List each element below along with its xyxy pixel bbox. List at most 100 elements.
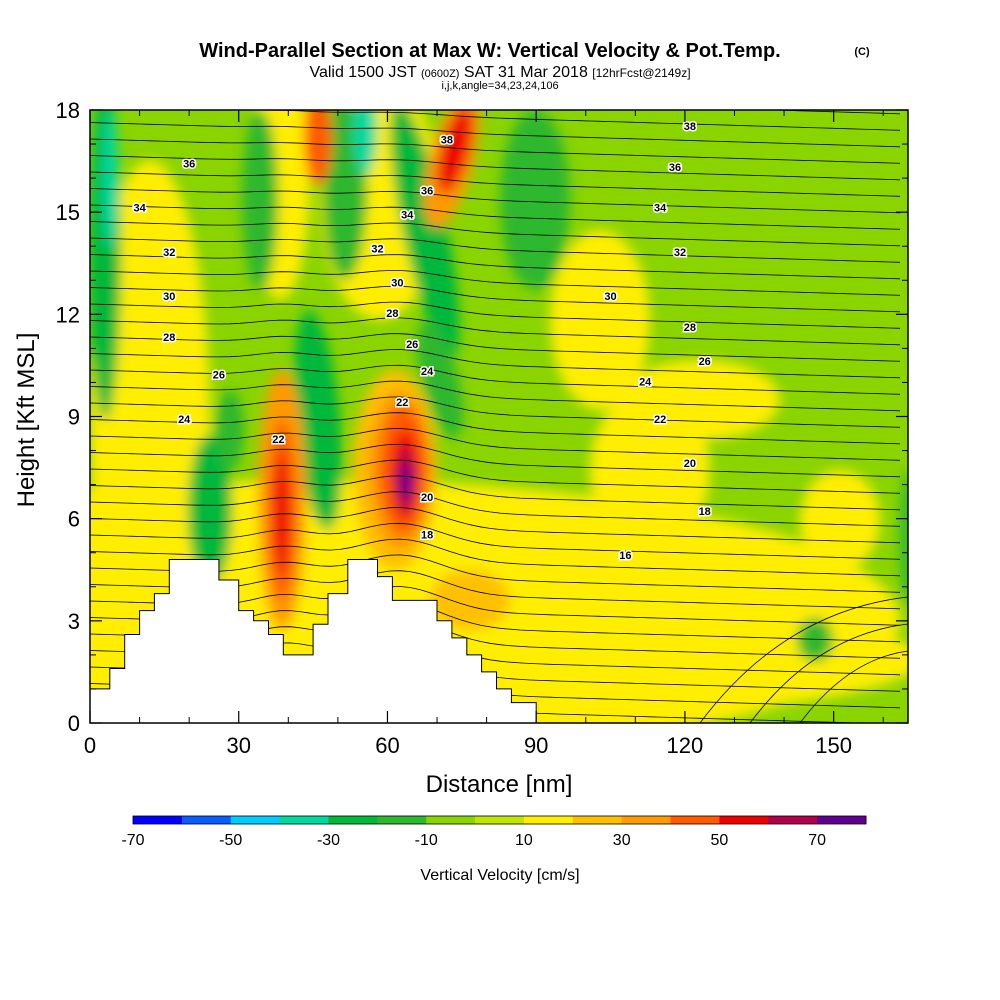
velocity-blob <box>660 560 720 700</box>
theta-contour <box>209 110 901 131</box>
theta-contour <box>90 138 901 164</box>
theta-contour <box>90 188 901 214</box>
theta-contour <box>90 459 901 494</box>
chart-indices: i,j,k,angle=34,23,24,106 <box>441 80 558 92</box>
theta-contour <box>90 155 901 181</box>
theta-label: 24 <box>421 366 434 378</box>
theta-contour <box>90 475 901 511</box>
x-axis-label: Distance [nm] <box>426 771 573 798</box>
theta-label: 24 <box>178 414 191 426</box>
theta-label: 20 <box>684 458 696 470</box>
theta-label: 24 <box>639 376 652 388</box>
theta-label: 18 <box>421 530 433 542</box>
colorbar-swatch <box>768 816 818 824</box>
velocity-blob <box>800 470 880 570</box>
terrain <box>89 559 537 724</box>
colorbar-swatch <box>670 816 720 824</box>
colorbar-frame <box>132 815 867 825</box>
colorbar-swatch <box>377 816 427 824</box>
colorbar-swatch <box>719 816 769 824</box>
colorbar-swatch <box>181 816 232 824</box>
colorbar-tick-label: -30 <box>317 832 340 849</box>
theta-contour <box>90 522 901 560</box>
theta-contour <box>90 254 901 280</box>
chart-title: Wind-Parallel Section at Max W: Vertical… <box>199 40 780 62</box>
theta-contour <box>90 221 901 247</box>
chart-subtitle: Valid 1500 JST (0600Z) SAT 31 Mar 2018 [… <box>309 64 690 81</box>
colorbar-swatch <box>328 816 378 824</box>
chart-title-units: (C) <box>854 46 870 58</box>
y-tick-label: 3 <box>68 609 80 634</box>
theta-label: 28 <box>684 322 696 334</box>
theta-contour <box>90 412 901 445</box>
y-tick-label: 9 <box>68 405 80 430</box>
x-axis-ticks: 0 30 60 90 120 150 <box>84 110 884 758</box>
theta-contour <box>90 364 901 395</box>
velocity-blob <box>274 455 290 575</box>
theta-label: 22 <box>654 414 666 426</box>
colorbar-swatch <box>279 816 329 824</box>
y-tick-label: 6 <box>68 507 80 532</box>
theta-label: 22 <box>272 434 284 446</box>
theta-label: 28 <box>163 332 175 344</box>
colorbar-tick-label: -10 <box>415 832 438 849</box>
colorbar-tick-label: -70 <box>121 832 144 849</box>
theta-label: 38 <box>441 135 453 147</box>
x-tick-label: 0 <box>84 733 96 758</box>
theta-label: 36 <box>669 162 681 174</box>
theta-contour <box>90 237 901 263</box>
x-tick-label: 90 <box>524 733 548 758</box>
velocity-blob <box>416 321 464 439</box>
theta-contour <box>90 204 901 230</box>
theta-label: 36 <box>421 186 433 198</box>
theta-label: 26 <box>213 370 225 382</box>
x-tick-label: 150 <box>815 733 852 758</box>
theta-contour <box>90 349 901 379</box>
theta-label: 34 <box>401 210 414 222</box>
theta-label: 32 <box>674 247 686 259</box>
y-tick-label: 12 <box>56 302 80 327</box>
terrain-layer <box>89 559 537 724</box>
velocity-blob <box>400 464 412 500</box>
velocity-blob <box>242 110 278 290</box>
theta-label: 34 <box>654 203 667 215</box>
theta-label: 32 <box>163 247 175 259</box>
theta-contour <box>90 554 901 593</box>
theta-label: 34 <box>133 203 146 215</box>
theta-contour <box>90 171 901 197</box>
theta-contour <box>90 507 901 544</box>
theta-contour <box>90 270 901 296</box>
x-tick-label: 60 <box>375 733 399 758</box>
theta-label: 28 <box>386 308 398 320</box>
colorbar-tick-label: 70 <box>808 832 826 849</box>
theta-label: 20 <box>421 492 433 504</box>
theta-label: 16 <box>619 550 631 562</box>
theta-label: 30 <box>604 291 616 303</box>
colorbar-swatch <box>230 816 281 824</box>
colorbar-tick-label: 10 <box>515 832 533 849</box>
theta-contour <box>90 285 901 313</box>
y-tick-label: 18 <box>56 98 80 123</box>
theta-label: 18 <box>699 506 711 518</box>
velocity-blob <box>430 570 510 630</box>
colorbar-swatch <box>523 816 574 824</box>
theta-label: 32 <box>371 244 383 256</box>
colorbar-tick-labels: -70 -50 -30 -10 10 30 50 70 <box>121 832 826 849</box>
colorbar-title: Vertical Velocity [cm/s] <box>420 867 579 884</box>
theta-contour <box>799 650 908 723</box>
theta-label: 26 <box>699 356 711 368</box>
colorbar-swatch <box>572 816 623 824</box>
velocity-blob <box>900 470 908 610</box>
colorbar-swatch <box>817 816 867 824</box>
colorbar-tick-label: 30 <box>613 832 631 849</box>
colorbar-tick-label: 50 <box>711 832 729 849</box>
theta-contour <box>90 396 901 428</box>
contour-labels: 36 34 32 30 28 26 24 22 32 30 28 26 24 22 34 36 38 20 18 38… <box>132 119 712 563</box>
theta-contour <box>749 623 908 723</box>
theta-contour <box>90 538 901 577</box>
theta-label: 26 <box>406 339 418 351</box>
potential-temperature-contours <box>90 110 908 723</box>
